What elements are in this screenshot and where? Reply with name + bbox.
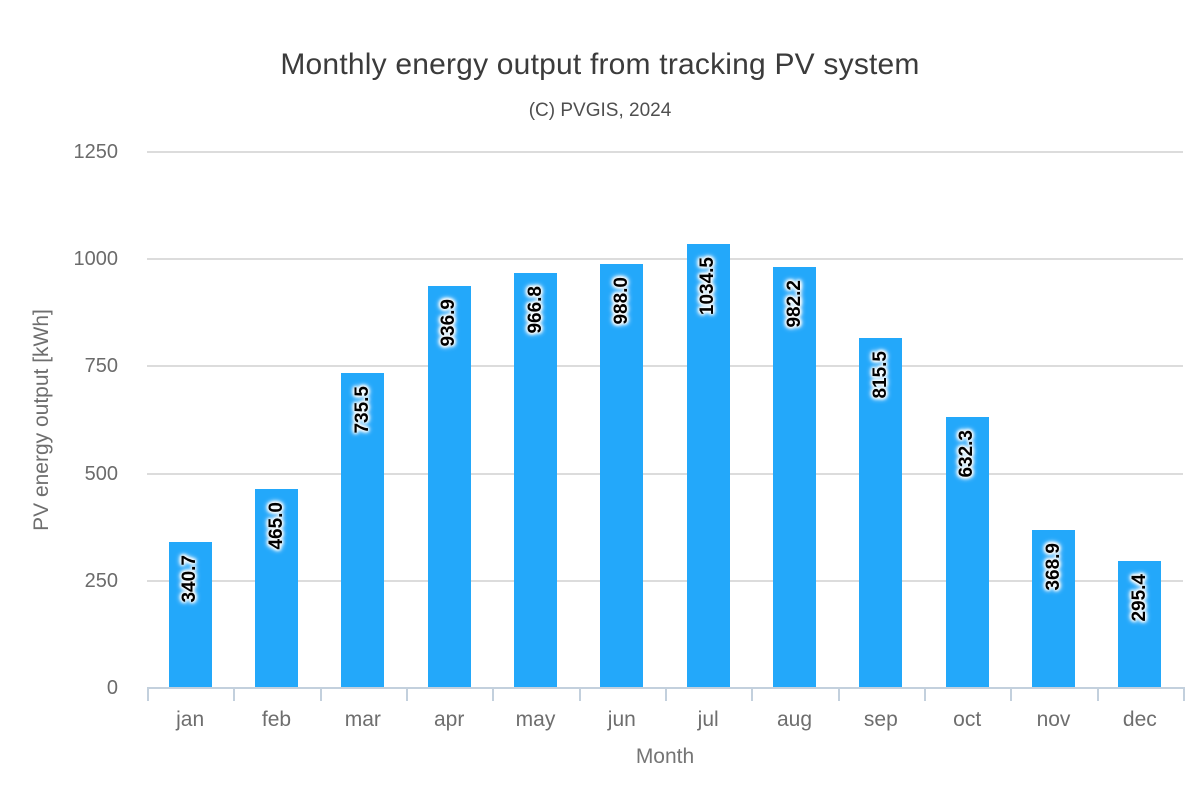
bar-feb: 465.0 bbox=[255, 488, 298, 688]
bar-oct: 632.3 bbox=[945, 416, 989, 688]
x-axis-tick-6 bbox=[665, 687, 667, 701]
bar-nov: 368.9 bbox=[1032, 529, 1075, 688]
y-tick-label-1250: 1250 bbox=[73, 141, 119, 163]
gridline-y-1000 bbox=[147, 258, 1183, 261]
y-tick-label-750: 750 bbox=[84, 355, 118, 378]
bar-aug: 982.2 bbox=[773, 266, 816, 688]
gridline-y-750 bbox=[147, 365, 1183, 368]
bar-dec: 295.4 bbox=[1118, 561, 1162, 688]
bar-value-label-feb: 465.0 bbox=[265, 501, 287, 550]
bar-value-label-oct: 632.3 bbox=[956, 429, 978, 478]
bar-value-label-jul: 1034.5 bbox=[697, 257, 719, 316]
x-tick-label-dec: dec bbox=[1122, 708, 1157, 731]
x-axis-tick-3 bbox=[406, 687, 408, 701]
y-tick-label-1000: 1000 bbox=[73, 248, 119, 271]
bar-value-label-mar: 735.5 bbox=[351, 385, 373, 434]
bar-apr: 936.9 bbox=[427, 286, 471, 688]
bar-sep: 815.5 bbox=[859, 338, 903, 688]
bar-value-label-apr: 936.9 bbox=[438, 299, 460, 347]
x-tick-label-jun: jun bbox=[607, 708, 636, 731]
x-axis-tick-5 bbox=[578, 687, 581, 701]
x-tick-label-sep: sep bbox=[863, 708, 898, 731]
gridline-y-500 bbox=[147, 472, 1183, 475]
bar-value-label-sep: 815.5 bbox=[869, 351, 891, 399]
chart-title: Monthly energy output from tracking PV s… bbox=[280, 48, 920, 81]
x-tick-label-jan: jan bbox=[176, 708, 205, 731]
x-tick-label-jul: jul bbox=[697, 708, 719, 731]
bar-mar: 735.5 bbox=[341, 372, 385, 688]
x-tick-label-nov: nov bbox=[1036, 708, 1071, 731]
x-tick-label-mar: mar bbox=[344, 708, 381, 731]
x-axis-tick-9 bbox=[924, 687, 926, 701]
x-tick-label-oct: oct bbox=[953, 708, 982, 731]
bar-value-label-aug: 982.2 bbox=[783, 279, 805, 328]
x-axis-tick-0 bbox=[147, 687, 149, 701]
bar-value-label-may: 966.8 bbox=[524, 286, 546, 334]
y-tick-label-250: 250 bbox=[84, 569, 118, 592]
x-axis-tick-10 bbox=[1010, 687, 1013, 701]
chart-subtitle: (C) PVGIS, 2024 bbox=[528, 100, 672, 121]
bar-jul: 1034.5 bbox=[686, 244, 730, 688]
bar-value-label-dec: 295.4 bbox=[1128, 574, 1150, 622]
x-tick-label-apr: apr bbox=[433, 708, 465, 731]
x-tick-label-may: may bbox=[515, 708, 556, 731]
bar-value-label-nov: 368.9 bbox=[1042, 542, 1064, 591]
x-tick-label-aug: aug bbox=[776, 708, 813, 731]
y-axis-title: PV energy output [kWh] bbox=[30, 309, 53, 531]
gridline-y-1250 bbox=[147, 151, 1183, 153]
x-axis-tick-7 bbox=[751, 687, 754, 701]
gridline-y-250 bbox=[147, 579, 1183, 582]
bar-may: 966.8 bbox=[514, 273, 557, 688]
x-axis-tick-2 bbox=[319, 687, 322, 701]
x-axis-tick-12 bbox=[1183, 687, 1185, 701]
x-axis-tick-11 bbox=[1096, 687, 1099, 701]
x-axis-tick-4 bbox=[492, 687, 495, 701]
bar-jan: 340.7 bbox=[168, 541, 212, 688]
bar-jun: 988.0 bbox=[600, 264, 644, 688]
bar-value-label-jun: 988.0 bbox=[610, 277, 632, 325]
y-tick-label-0: 0 bbox=[106, 677, 118, 699]
x-tick-label-feb: feb bbox=[261, 708, 292, 731]
bar-value-label-jan: 340.7 bbox=[179, 554, 201, 603]
y-tick-label-500: 500 bbox=[84, 462, 118, 485]
x-axis-title: Month bbox=[635, 745, 695, 768]
x-axis-tick-8 bbox=[837, 687, 840, 701]
x-axis-tick-1 bbox=[233, 687, 236, 701]
